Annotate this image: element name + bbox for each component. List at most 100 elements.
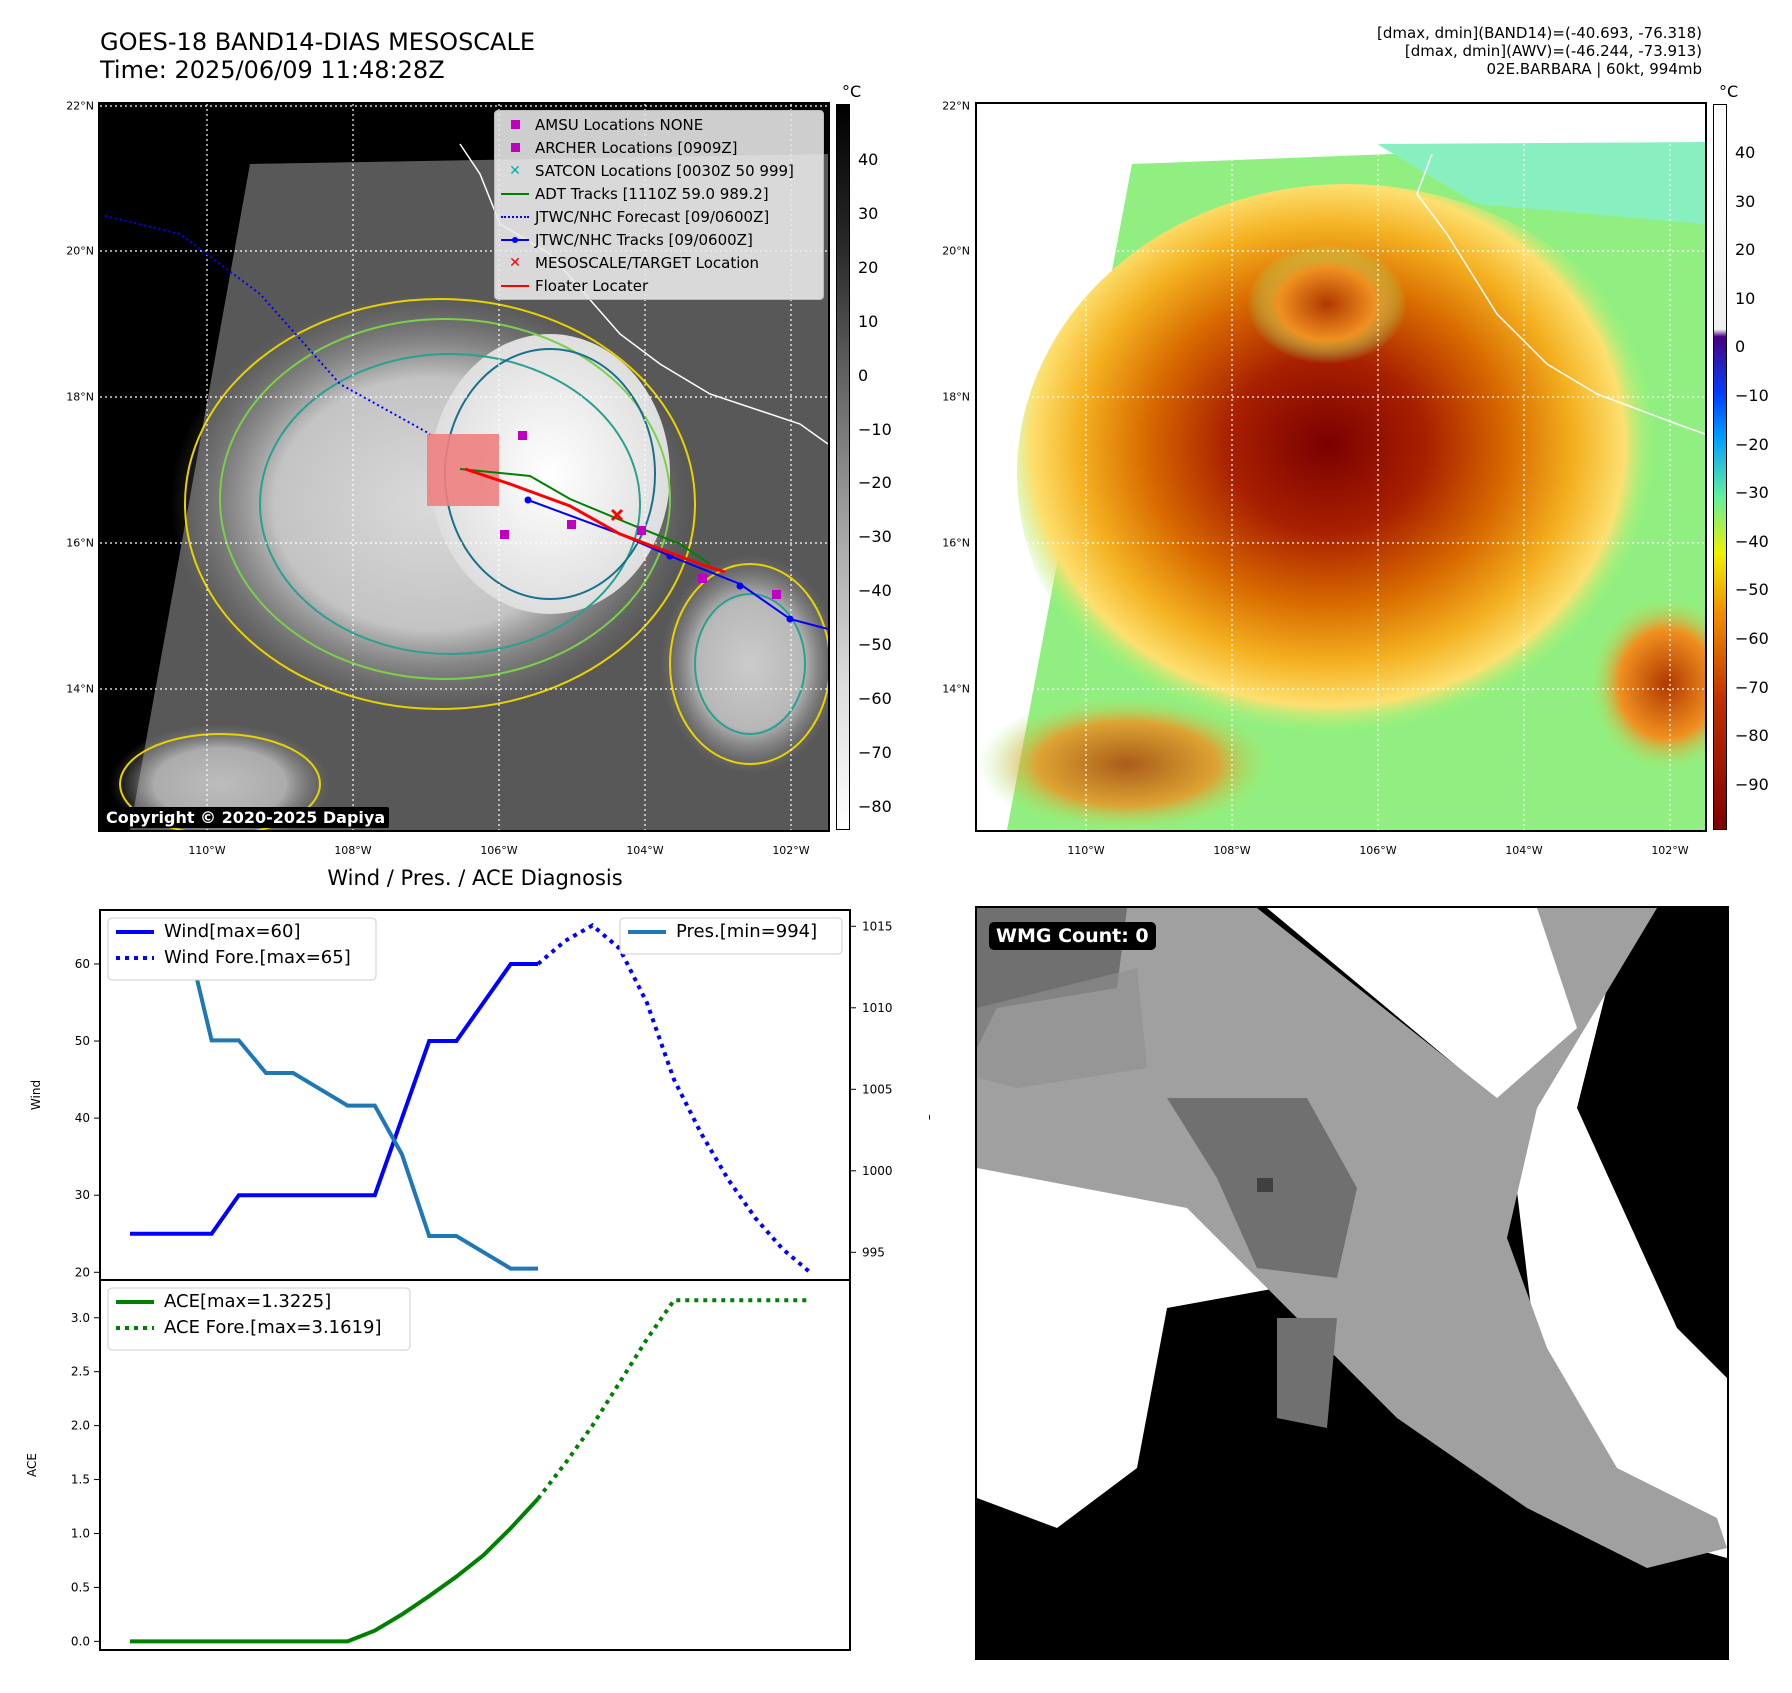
lat-tick-label: 16°N <box>66 536 94 550</box>
ace-tick-label: 0.0 <box>71 1634 90 1648</box>
colorbar-tick-label: −80 <box>858 796 892 816</box>
colorbar-tick-label: −40 <box>1735 531 1769 551</box>
colorbar-tick-label: −70 <box>858 742 892 762</box>
wind-axis-label: Wind <box>29 1080 43 1110</box>
title-line-2: Time: 2025/06/09 11:48:28Z <box>100 56 445 84</box>
legend-label: ADT Tracks [1110Z 59.0 989.2] <box>535 184 769 203</box>
lat-tick-label: 16°N <box>942 536 970 550</box>
ace-tick-label: 1.5 <box>71 1473 90 1487</box>
band14-stats: [dmax, dmin](BAND14)=(-40.693, -76.318) <box>1377 24 1702 42</box>
x-marker-icon: ✕ <box>509 162 521 179</box>
colorbar-tick-label: −10 <box>1735 386 1769 405</box>
legend-item-tracks: JTWC/NHC Tracks [09/0600Z] <box>495 228 823 251</box>
awv-map <box>977 104 1705 830</box>
awv-map-frame <box>975 102 1707 832</box>
legend-label: Pres.[min=994] <box>676 921 817 942</box>
colorbar-tick-label: 20 <box>858 257 879 277</box>
title-line-1: GOES-18 BAND14-DIAS MESOSCALE <box>100 28 536 56</box>
legend-label: ACE[max=1.3225] <box>164 1291 331 1312</box>
legend-label: MESOSCALE/TARGET Location <box>535 253 760 272</box>
colorbar-tick-label: −10 <box>858 419 892 439</box>
colorbar-tick-label: −20 <box>1735 434 1769 454</box>
colorbar-tick-label: 30 <box>1735 191 1756 211</box>
wind-forecast-series-line <box>536 922 812 1274</box>
copyright-label: Copyright © 2020-2025 Dapiya <box>102 807 390 828</box>
colorbar-tick-label: 0 <box>858 365 869 385</box>
lat-tick-label: 20°N <box>942 244 970 258</box>
wind-tick-label: 50 <box>75 1034 90 1048</box>
wmg-image <box>977 908 1727 1658</box>
wind-tick-label: 60 <box>75 957 90 971</box>
ace-tick-label: 2.5 <box>71 1365 90 1379</box>
ace-series-line <box>130 1497 540 1644</box>
ace-tick-label: 1.0 <box>71 1526 90 1540</box>
colorbar-tick-label: −20 <box>858 473 892 493</box>
legend-label: JTWC/NHC Forecast [09/0600Z] <box>535 207 770 226</box>
colorbar-tick-label: 0 <box>1735 337 1746 357</box>
awv-colorbar <box>1713 104 1727 830</box>
lat-tick-label: 22°N <box>942 99 970 113</box>
legend-label: ACE Fore.[max=3.1619] <box>164 1317 382 1338</box>
storm-info: 02E.BARBARA | 60kt, 994mb <box>1486 60 1702 78</box>
legend-item-floater: Floater Locater <box>495 274 823 297</box>
line-swatch-icon <box>501 192 529 195</box>
header-stats: [dmax, dmin](BAND14)=(-40.693, -76.318) … <box>1377 24 1702 78</box>
colorbar-tick-label: −60 <box>1735 629 1769 648</box>
wmg-frame <box>975 906 1729 1660</box>
lat-tick-label: 22°N <box>66 99 94 113</box>
lon-tick-label: 104°W <box>1505 844 1543 857</box>
colorbar-tick-label: −80 <box>1735 726 1769 746</box>
x-marker-icon: ✕ <box>509 254 521 271</box>
band14-colorbar-ticks: 40 30 20 10 0 −10 −20 −30 −40 −50 −60 −70 −80 <box>858 104 898 830</box>
band14-colorbar <box>836 104 850 830</box>
legend-label: JTWC/NHC Tracks [09/0600Z] <box>535 230 753 249</box>
wind-legend: Wind[max=60] Wind Fore.[max=65] <box>107 917 377 981</box>
lat-tick-label: 20°N <box>66 244 94 258</box>
ace-tick-label: 2.0 <box>71 1419 90 1433</box>
wmg-count-label: WMG Count: 0 <box>989 922 1156 950</box>
lon-tick-label: 104°W <box>626 844 664 857</box>
band14-map-frame <box>98 102 830 832</box>
ace-forecast-series-line <box>536 1298 810 1500</box>
colorbar-tick-label: 30 <box>858 203 879 223</box>
legend-item-amsu: AMSU Locations NONE <box>495 113 823 136</box>
colorbar-tick-label: −30 <box>1735 483 1769 503</box>
colorbar-tick-label: −90 <box>1735 774 1769 794</box>
legend-item-adt: ADT Tracks [1110Z 59.0 989.2] <box>495 182 823 205</box>
legend-item-target: ✕ MESOSCALE/TARGET Location <box>495 251 823 274</box>
ace-axis-label: ACE <box>25 1453 39 1477</box>
colorbar-tick-label: 10 <box>1735 288 1756 308</box>
ace-tick-label: 0.5 <box>71 1580 90 1594</box>
square-marker-icon <box>510 143 520 152</box>
lon-tick-label: 108°W <box>334 844 372 857</box>
awv-stats: [dmax, dmin](AWV)=(-46.244, -73.913) <box>1404 42 1702 60</box>
colorbar-tick-label: −70 <box>1735 677 1769 697</box>
band14-map: AMSU Locations NONE ARCHER Locations [09… <box>100 104 828 830</box>
wind-legend-box <box>107 917 377 981</box>
pressure-tick-label: 1010 <box>862 1001 893 1015</box>
pressure-tick-label: 1015 <box>862 919 893 933</box>
wind-tick-label: 30 <box>75 1188 90 1202</box>
line-swatch-icon <box>501 284 529 287</box>
lon-tick-label: 102°W <box>772 844 810 857</box>
pressure-legend: Pres.[min=994] <box>619 917 843 955</box>
awv-colorbar-ticks: 40 30 20 10 0 −10 −20 −30 −40 −50 −60 −70 −80 −90 <box>1735 104 1775 830</box>
lon-tick-label: 110°W <box>188 844 226 857</box>
lat-tick-label: 18°N <box>66 390 94 404</box>
ace-legend: ACE[max=1.3225] ACE Fore.[max=3.1619] <box>107 1287 411 1351</box>
lon-tick-label: 106°W <box>480 844 518 857</box>
pressure-series-line <box>130 924 538 1271</box>
line-dot-icon <box>501 236 529 243</box>
diagnosis-title: Wind / Pres. / ACE Diagnosis <box>327 866 623 890</box>
legend-item-satcon: ✕ SATCON Locations [0030Z 50 999] <box>495 159 823 182</box>
lon-tick-label: 106°W <box>1359 844 1397 857</box>
dotted-line-icon <box>501 215 529 218</box>
colorbar-tick-label: 10 <box>858 311 879 331</box>
wind-tick-label: 20 <box>75 1265 90 1279</box>
colorbar-tick-label: 20 <box>1735 240 1756 260</box>
lon-tick-label: 108°W <box>1213 844 1251 857</box>
legend-label: Wind[max=60] <box>164 921 301 942</box>
pressure-tick-label: 1005 <box>862 1082 893 1096</box>
colorbar-tick-label: −50 <box>858 635 892 655</box>
wind-tick-label: 40 <box>75 1111 90 1125</box>
